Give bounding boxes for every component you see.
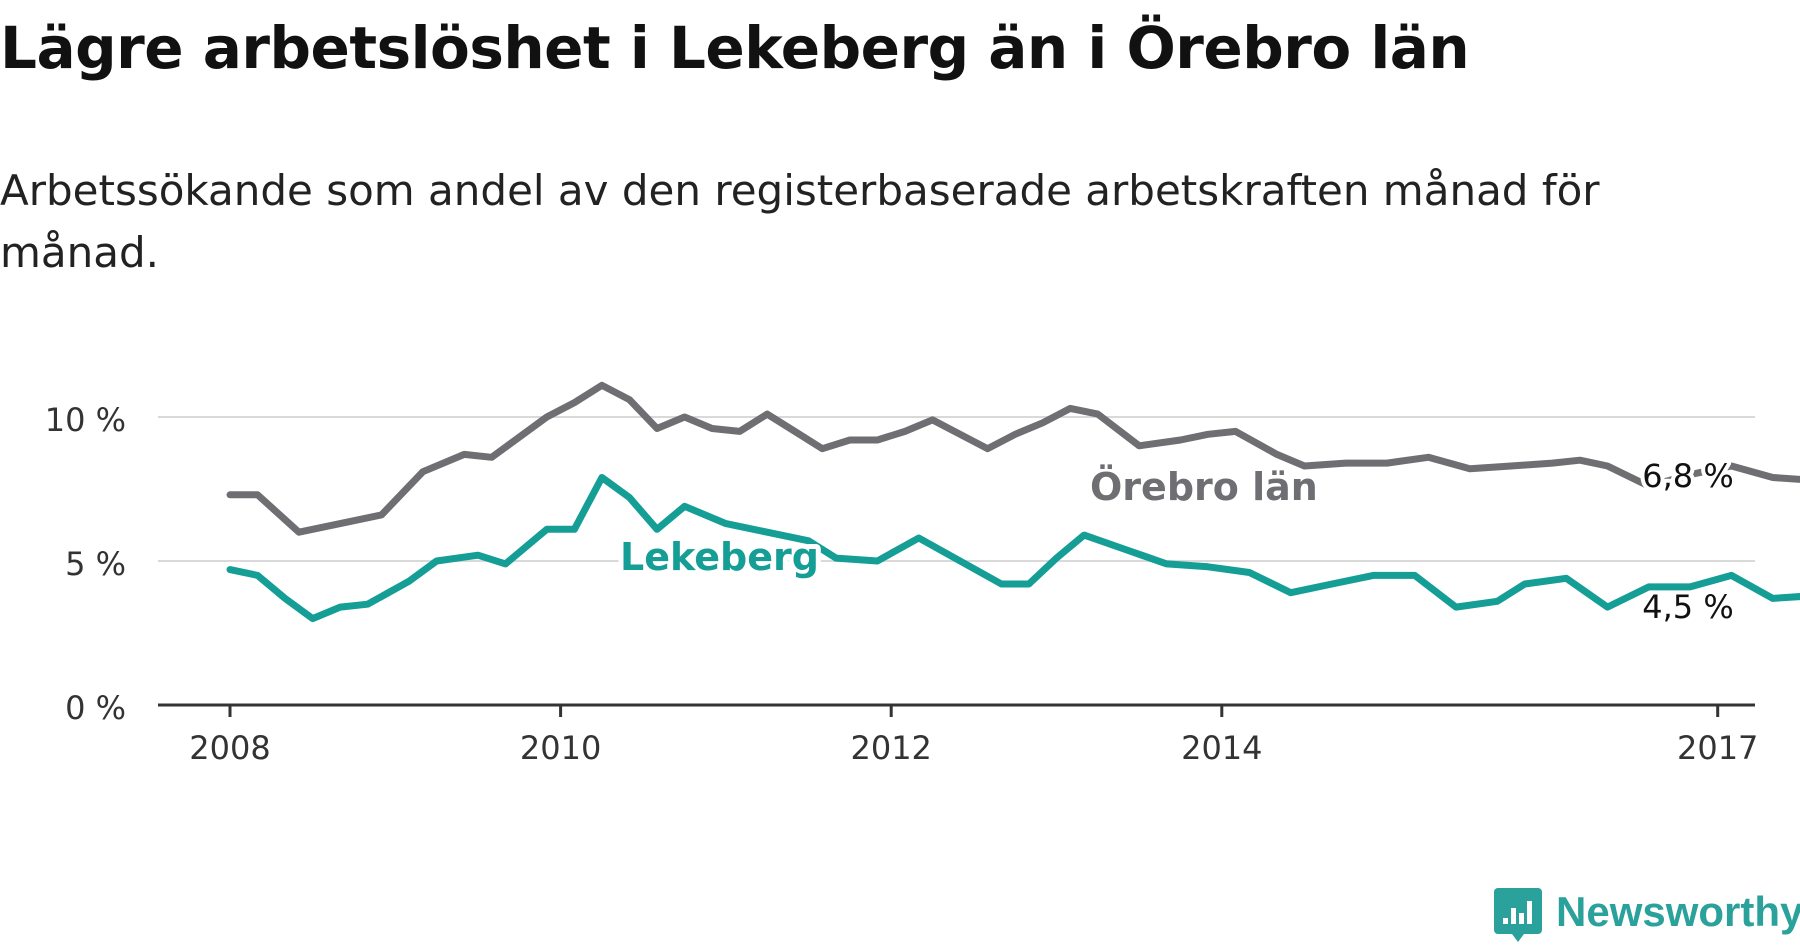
chart-title: Lägre arbetslöshet i Lekeberg än i Örebr…	[0, 14, 1470, 82]
newsworthy-logo-icon	[1494, 888, 1542, 942]
y-tick-label: 5 %	[65, 545, 126, 583]
series-line-orebro-lan	[226, 381, 1800, 536]
x-tick-label: 2017	[1677, 729, 1758, 767]
chart-subtitle: Arbetssökande som andel av den registerb…	[0, 166, 1600, 277]
series-label: Lekeberg	[620, 535, 819, 579]
y-tick-label: 0 %	[65, 689, 126, 727]
x-tick-label: 2012	[850, 729, 931, 767]
end-value-label: 4,5 %	[1642, 588, 1733, 626]
end-value-label: 6,8 %	[1642, 457, 1733, 495]
brand-name: Newsworthy	[1556, 888, 1800, 935]
series-label: Örebro län	[1090, 465, 1318, 509]
newsworthy-logo: Newsworthy	[1492, 886, 1800, 942]
x-tick-label: 2010	[520, 729, 601, 767]
x-tick-label: 2008	[189, 729, 270, 767]
series-line-lekeberg	[226, 474, 1800, 623]
x-tick-label: 2014	[1181, 729, 1262, 767]
y-tick-label: 10 %	[45, 401, 126, 439]
